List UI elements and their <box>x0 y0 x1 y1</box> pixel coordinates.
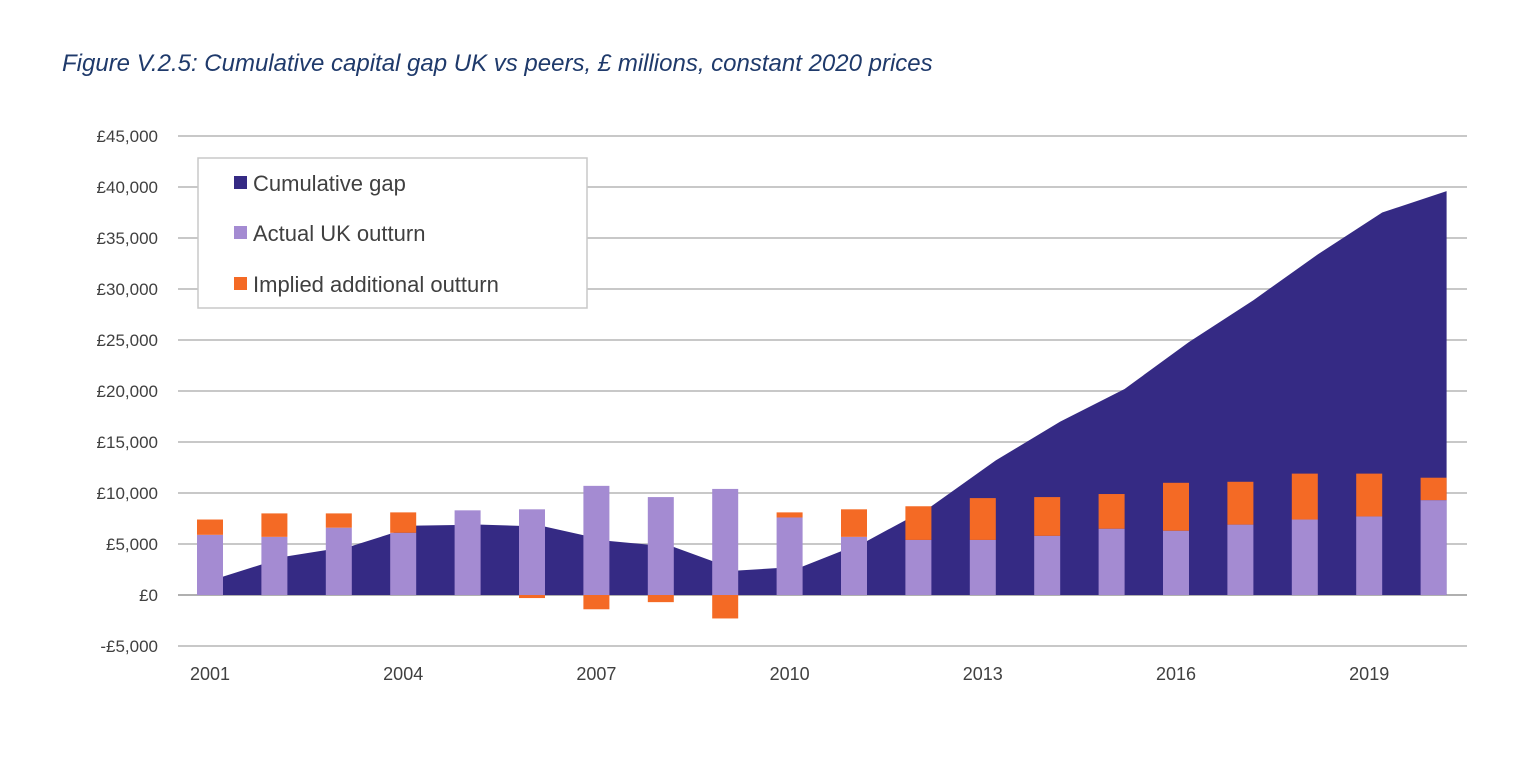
implied-additional-outturn-bar <box>841 509 867 537</box>
implied-additional-outturn-bar <box>1227 481 1254 525</box>
actual-uk-outturn-bar <box>325 527 352 595</box>
actual-uk-outturn-bar <box>776 517 803 595</box>
y-tick-label: -£5,000 <box>100 637 158 656</box>
implied-additional-outturn-bar <box>390 512 417 533</box>
implied-additional-outturn-bar <box>1420 477 1447 501</box>
actual-uk-outturn-bar <box>519 509 545 595</box>
x-tick-label: 2001 <box>190 664 230 684</box>
legend: Cumulative gap Actual UK outturn Implied a… <box>197 157 588 309</box>
figure-title: Figure V.2.5: Cumulative capital gap UK … <box>62 50 933 77</box>
implied-additional-outturn-bar <box>519 595 545 599</box>
bar-layer <box>197 473 1447 619</box>
implied-additional-outturn-bar <box>712 595 739 619</box>
implied-additional-outturn-bar <box>197 519 223 535</box>
x-tick-label: 2010 <box>770 664 810 684</box>
implied-additional-outturn-bar <box>583 595 610 610</box>
actual-uk-outturn-bar <box>1227 524 1254 595</box>
y-tick-label: £30,000 <box>97 280 158 299</box>
implied-additional-outturn-bar <box>1291 473 1318 520</box>
implied-additional-outturn-bar <box>969 498 996 540</box>
y-tick-label: £5,000 <box>106 535 158 554</box>
actual-uk-outturn-bar <box>1034 535 1061 595</box>
legend-swatch <box>234 176 247 189</box>
implied-additional-outturn-bar <box>325 513 352 528</box>
x-axis: 2001 2004 2007 2010 2013 2016 2019 <box>190 664 1389 684</box>
actual-uk-outturn-bar <box>1291 519 1318 595</box>
actual-uk-outturn-bar <box>1163 530 1189 595</box>
legend-swatch <box>234 277 247 290</box>
x-tick-label: 2019 <box>1349 664 1389 684</box>
x-tick-label: 2013 <box>963 664 1003 684</box>
y-tick-label: £10,000 <box>97 484 158 503</box>
y-tick-label: £15,000 <box>97 433 158 452</box>
implied-additional-outturn-bar <box>776 512 803 518</box>
actual-uk-outturn-bar <box>905 539 932 595</box>
y-tick-label: £45,000 <box>97 127 158 146</box>
legend-swatch <box>234 226 247 239</box>
y-tick-label: £25,000 <box>97 331 158 350</box>
y-tick-label: £40,000 <box>97 178 158 197</box>
actual-uk-outturn-bar <box>1356 516 1383 595</box>
actual-uk-outturn-bar <box>1420 500 1447 595</box>
cumulative-gap-area <box>223 191 1447 595</box>
y-tick-label: £0 <box>139 586 158 605</box>
implied-additional-outturn-bar <box>1356 473 1383 517</box>
area-layer <box>223 191 1447 595</box>
actual-uk-outturn-bar <box>647 497 674 595</box>
x-tick-label: 2016 <box>1156 664 1196 684</box>
actual-uk-outturn-bar <box>1098 528 1125 595</box>
implied-additional-outturn-bar <box>1098 494 1125 529</box>
y-axis-ticks: £45,000 £40,000 £35,000 £30,000 £25,000 £20,0… <box>97 127 158 656</box>
actual-uk-outturn-bar <box>390 532 417 595</box>
actual-uk-outturn-bar <box>197 534 223 595</box>
legend-label: Implied additional outturn <box>253 272 499 297</box>
y-tick-label: £20,000 <box>97 382 158 401</box>
implied-additional-outturn-bar <box>1163 482 1189 531</box>
implied-additional-outturn-bar <box>1034 497 1061 536</box>
actual-uk-outturn-bar <box>583 485 610 595</box>
actual-uk-outturn-bar <box>261 536 288 595</box>
implied-additional-outturn-bar <box>647 595 674 603</box>
actual-uk-outturn-bar <box>841 536 867 595</box>
implied-additional-outturn-bar <box>905 506 932 540</box>
implied-additional-outturn-bar <box>261 513 288 537</box>
actual-uk-outturn-bar <box>454 510 481 595</box>
legend-box <box>197 157 588 309</box>
legend-label: Cumulative gap <box>253 171 406 196</box>
x-tick-label: 2004 <box>383 664 423 684</box>
actual-uk-outturn-bar <box>712 488 739 595</box>
x-tick-label: 2007 <box>576 664 616 684</box>
legend-label: Actual UK outturn <box>253 221 425 246</box>
actual-uk-outturn-bar <box>969 539 996 595</box>
y-tick-label: £35,000 <box>97 229 158 248</box>
